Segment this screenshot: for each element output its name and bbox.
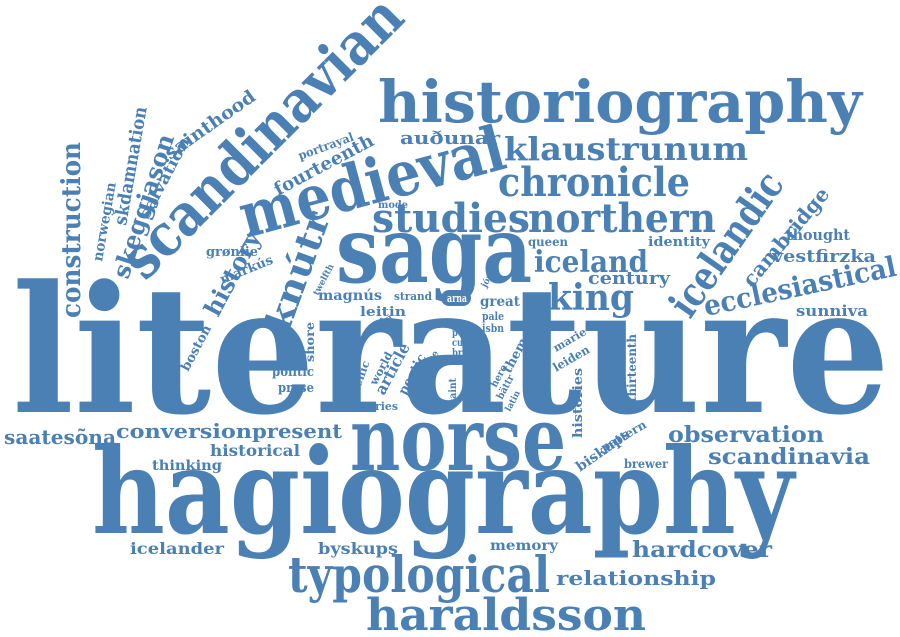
word-thirteenth: thirteenth xyxy=(625,334,639,402)
word-studies: studies xyxy=(372,195,530,242)
word-brill: brill xyxy=(452,348,472,359)
word-literature: literature xyxy=(12,247,890,454)
word-haraldsson: haraldsson xyxy=(366,590,646,637)
word-politic: politic xyxy=(272,365,314,380)
word-norse: norse xyxy=(350,387,566,491)
word-present: present xyxy=(252,419,343,443)
word-fire: fire xyxy=(453,320,467,330)
word-queen: queen xyxy=(528,235,568,249)
word-isbn: isbn xyxy=(482,322,504,335)
word-typological: typological xyxy=(288,545,550,604)
word-thought: thought xyxy=(786,226,850,244)
word-post: post xyxy=(452,328,472,339)
word-great: great xyxy=(480,294,520,310)
word-klaustrunum: klaustrunum xyxy=(504,130,748,168)
arna-badge xyxy=(441,290,471,306)
word-thinking: thinking xyxy=(152,458,222,474)
word-series: series xyxy=(362,400,398,413)
word-gronlie: grønlie xyxy=(206,245,258,260)
word-construction: construction xyxy=(57,142,87,318)
word-saatesona: saatesõna xyxy=(4,425,116,449)
word-audunar: auðunar xyxy=(400,128,501,149)
word-iceland: iceland xyxy=(534,245,648,280)
word-conversion: conversion xyxy=(116,419,253,443)
word-byskups: byskups xyxy=(318,539,398,558)
word-brewer: brewer xyxy=(624,457,669,471)
word-northern: northern xyxy=(528,195,716,242)
word-memory: memory xyxy=(490,538,559,554)
word-cult: cult xyxy=(452,338,470,349)
word-century: century xyxy=(588,268,671,289)
word-leitin: leitin xyxy=(360,305,407,320)
word-scandinavia: scandinavia xyxy=(708,444,870,470)
word-chronicle: chronicle xyxy=(498,159,690,206)
word-strand: strand xyxy=(394,290,432,303)
word-mode: mode xyxy=(378,200,408,211)
word-sunniva: sunniva xyxy=(796,302,868,320)
word-hagiography: hagiography xyxy=(92,422,797,561)
word-identity: identity xyxy=(648,235,710,250)
word-saint: saint xyxy=(448,378,459,404)
word-pale: pale xyxy=(482,310,504,323)
word-vestfirzka: vestfirzka xyxy=(771,247,876,267)
word-saga: saga xyxy=(336,196,532,304)
word-icelander: icelander xyxy=(130,539,225,558)
word-observation: observation xyxy=(668,422,824,448)
word-histories: histories xyxy=(571,368,586,438)
word-relationship: relationship xyxy=(556,566,716,590)
word-magnus: magnús xyxy=(318,288,382,304)
word-historical: historical xyxy=(210,441,300,460)
word-hardcover: hardcover xyxy=(632,537,772,563)
word-arna: arna xyxy=(447,292,467,305)
word-historiography: historiography xyxy=(378,68,864,136)
word-king: king xyxy=(548,277,634,319)
word-shore: shore xyxy=(303,322,317,362)
word-prose: prose xyxy=(278,381,314,396)
